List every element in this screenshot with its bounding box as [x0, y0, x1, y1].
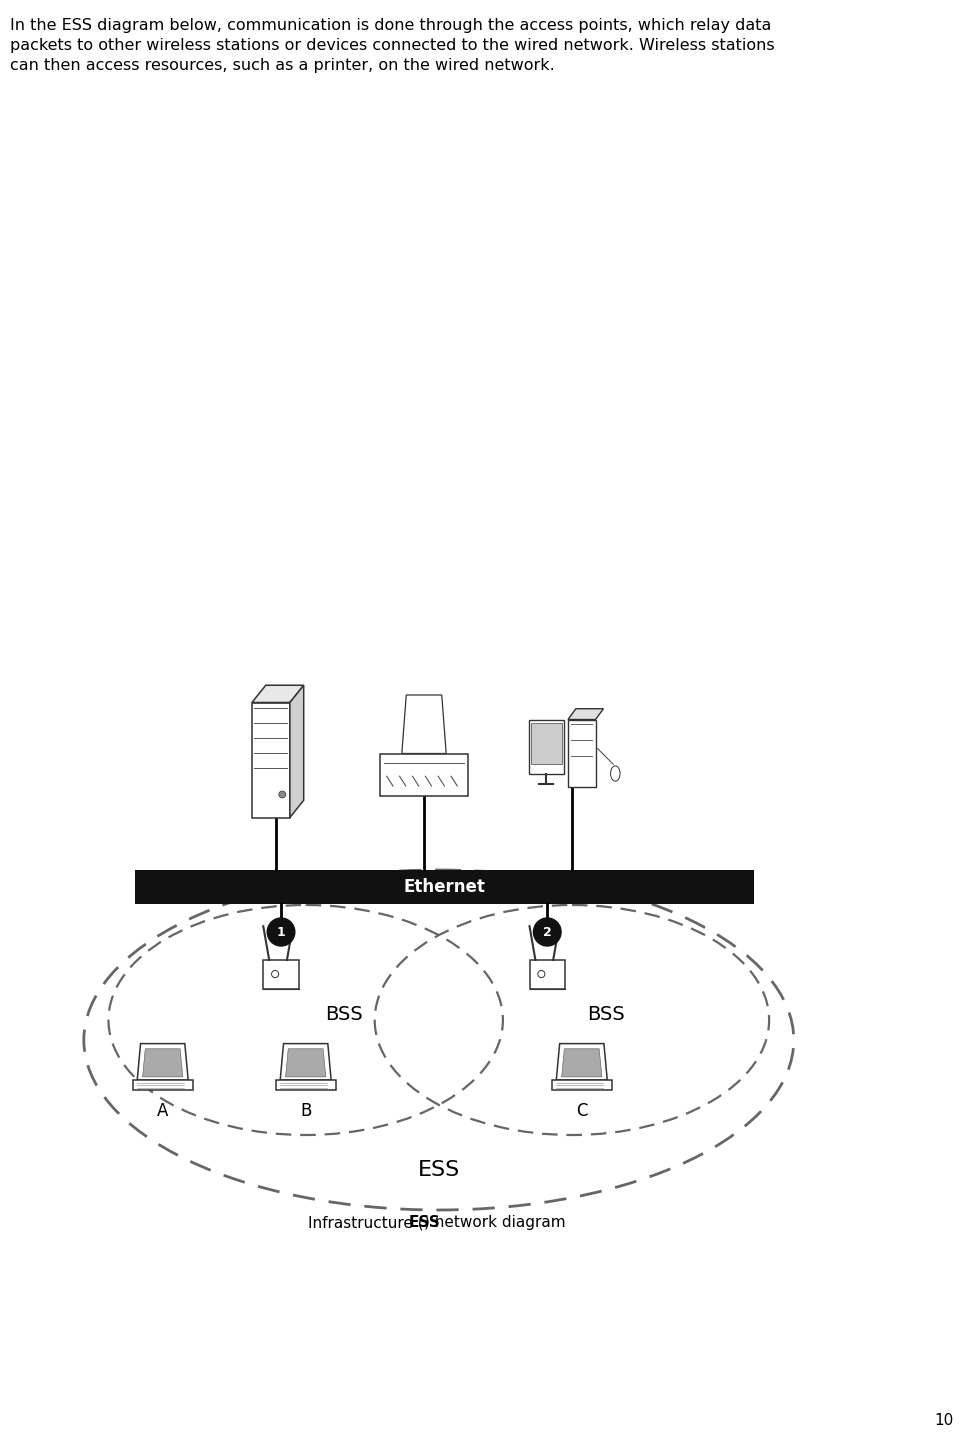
Bar: [530, 723, 561, 763]
Text: Ethernet: Ethernet: [403, 878, 485, 896]
Circle shape: [533, 919, 560, 946]
Circle shape: [271, 971, 279, 978]
Bar: [567, 720, 595, 788]
Text: ESS: ESS: [418, 1161, 460, 1179]
Ellipse shape: [610, 766, 619, 780]
Polygon shape: [289, 685, 303, 818]
Text: In the ESS diagram below, communication is done through the access points, which: In the ESS diagram below, communication …: [10, 19, 774, 72]
Circle shape: [267, 919, 294, 946]
Bar: [551, 1080, 611, 1090]
Text: Infrastructure (: Infrastructure (: [308, 1215, 423, 1230]
Text: A: A: [156, 1102, 168, 1120]
Text: ESS: ESS: [408, 1215, 439, 1230]
Bar: [528, 720, 563, 773]
Text: 10: 10: [933, 1413, 953, 1428]
Bar: [529, 960, 564, 989]
Polygon shape: [567, 708, 602, 720]
Text: 2: 2: [543, 926, 551, 939]
Polygon shape: [561, 1048, 601, 1077]
Polygon shape: [280, 1044, 331, 1080]
Bar: [263, 960, 298, 989]
Text: B: B: [299, 1102, 311, 1120]
Polygon shape: [401, 696, 446, 753]
Text: ) network diagram: ) network diagram: [423, 1215, 565, 1230]
Bar: [135, 870, 754, 904]
Polygon shape: [286, 1048, 326, 1077]
Polygon shape: [143, 1048, 183, 1077]
Circle shape: [279, 791, 286, 798]
Text: 1: 1: [277, 926, 286, 939]
Text: BSS: BSS: [325, 1005, 363, 1024]
Bar: [379, 753, 467, 796]
Text: C: C: [575, 1102, 587, 1120]
Bar: [275, 1080, 335, 1090]
Bar: [132, 1080, 193, 1090]
Polygon shape: [556, 1044, 606, 1080]
Polygon shape: [251, 685, 303, 703]
Text: BSS: BSS: [586, 1005, 624, 1024]
Bar: [251, 703, 289, 818]
Polygon shape: [137, 1044, 188, 1080]
Circle shape: [537, 971, 545, 978]
